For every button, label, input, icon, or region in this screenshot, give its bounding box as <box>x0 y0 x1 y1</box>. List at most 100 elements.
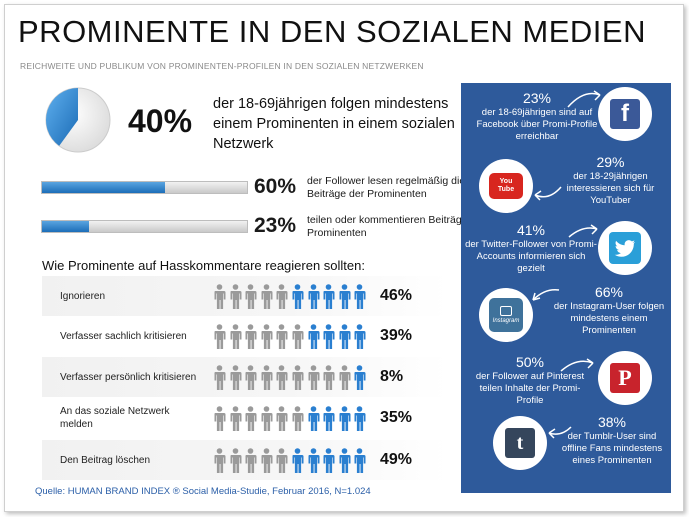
reaction-percent: 39% <box>380 327 413 344</box>
pinterest-text: der Follower auf Pinterest teilen Inhalt… <box>475 371 585 406</box>
pinterest-percent: 50% <box>515 354 545 370</box>
person-icon <box>261 324 273 349</box>
reaction-label: An das soziale Netzwerk melden <box>60 406 170 430</box>
pie-slice <box>45 88 78 146</box>
person-icon <box>214 324 226 349</box>
bar-track <box>41 220 248 233</box>
person-icons <box>213 365 373 391</box>
twitter-stat: 41% der Twitter-Follower von Promi-Accou… <box>465 221 597 275</box>
facebook-stat: 23% der 18-69jährigen sind auf Facebook … <box>473 89 601 143</box>
person-icon <box>308 406 320 431</box>
reaction-label: Den Beitrag löschen <box>60 454 151 466</box>
person-icon <box>339 324 351 349</box>
person-icon <box>323 448 335 473</box>
person-icon <box>245 448 257 473</box>
person-icon <box>308 448 320 473</box>
person-icon <box>276 448 288 473</box>
person-icon <box>261 448 273 473</box>
reaction-row: Den Beitrag löschen 49% <box>42 440 447 480</box>
page-title: PROMINENTE IN DEN SOZIALEN MEDIEN <box>18 14 646 49</box>
person-icon <box>214 448 226 473</box>
person-icons <box>213 284 373 310</box>
tumblr-percent: 38% <box>597 414 627 430</box>
facebook-circle: f <box>598 87 652 141</box>
person-icon <box>308 365 320 390</box>
person-icon <box>276 406 288 431</box>
youtube-percent: 29% <box>596 154 625 170</box>
person-icons <box>213 406 373 432</box>
person-icon <box>339 448 351 473</box>
person-icon <box>323 406 335 431</box>
twitter-circle <box>598 221 652 275</box>
pinterest-circle: P <box>598 351 652 405</box>
connector-arrow <box>548 426 572 439</box>
person-icon <box>354 448 366 473</box>
facebook-text: der 18-69jährigen sind auf Facebook über… <box>476 107 598 142</box>
tumblr-text: der Tumblr-User sind offline Fans mindes… <box>561 431 663 466</box>
person-icon <box>230 365 242 390</box>
person-icon <box>276 284 288 309</box>
facebook-icon: f <box>610 99 640 129</box>
person-icon <box>276 365 288 390</box>
page-subtitle: REICHWEITE UND PUBLIKUM VON PROMINENTEN-… <box>20 61 424 71</box>
reaction-label: Verfasser persönlich kritisieren <box>60 371 197 383</box>
person-icon <box>292 284 304 309</box>
person-icon <box>292 406 304 431</box>
person-icon <box>214 284 226 309</box>
person-icon <box>261 284 273 309</box>
headline-percent: 40% <box>128 103 193 139</box>
person-icon <box>214 365 226 390</box>
reaction-percent: 35% <box>380 409 413 426</box>
twitter-icon <box>609 232 641 264</box>
connector-arrow <box>567 90 601 108</box>
person-icon <box>323 365 335 390</box>
reaction-percent: 46% <box>380 287 413 304</box>
pinterest-icon: P <box>610 363 640 393</box>
tumblr-circle: t <box>493 416 547 470</box>
person-icon <box>354 324 366 349</box>
reaction-row: An das soziale Netzwerk melden 35% <box>42 398 447 438</box>
headline-pie-chart <box>44 86 112 154</box>
reactions-title: Wie Prominente auf Hasskommentare reagie… <box>42 258 365 273</box>
person-icon <box>308 324 320 349</box>
person-icon <box>245 324 257 349</box>
pinterest-stat: 50% der Follower auf Pinterest teilen In… <box>475 353 585 407</box>
headline-text: der 18-69jährigen folgen mindestens eine… <box>213 96 455 152</box>
youtube-text: der 18-29jährigen interessieren sich für… <box>566 171 655 206</box>
twitter-text: der Twitter-Follower von Promi-Accounts … <box>465 239 597 274</box>
person-icon <box>354 284 366 309</box>
person-icon <box>339 406 351 431</box>
person-icon <box>339 284 351 309</box>
reaction-row: Verfasser persönlich kritisieren 8% <box>42 357 447 397</box>
bar-percent: 60% <box>254 175 297 198</box>
person-icon <box>323 284 335 309</box>
bar-percent: 23% <box>254 214 297 237</box>
person-icon <box>230 324 242 349</box>
bar-text: teilen oder kommentieren Beiträge der Pr… <box>307 214 486 239</box>
person-icon <box>214 406 226 431</box>
connector-arrow <box>534 186 562 201</box>
reaction-row: Ignorieren 46% <box>42 276 447 316</box>
bar-fill <box>42 221 90 232</box>
person-icon <box>276 324 288 349</box>
tumblr-icon: t <box>505 428 535 458</box>
person-icon <box>323 324 335 349</box>
bar-track <box>41 181 248 194</box>
youtube-circle: You Tube <box>479 159 533 213</box>
connector-arrow <box>568 224 598 238</box>
person-icon <box>292 365 304 390</box>
person-icon <box>354 365 366 390</box>
person-icon <box>354 406 366 431</box>
person-icon <box>308 284 320 309</box>
instagram-text: der Instagram-User folgen mindestens ein… <box>553 301 665 336</box>
reaction-label: Ignorieren <box>60 290 106 302</box>
tumblr-stat: 38% der Tumblr-User sind offline Fans mi… <box>555 413 669 467</box>
instagram-percent: 66% <box>594 284 624 300</box>
reaction-label: Verfasser sachlich kritisieren <box>60 330 187 342</box>
reaction-percent: 8% <box>380 368 404 385</box>
connector-arrow <box>532 288 560 301</box>
source-note: Quelle: HUMAN BRAND INDEX ® Social Media… <box>35 486 371 497</box>
person-icon <box>245 284 257 309</box>
person-icon <box>230 448 242 473</box>
social-networks-panel: 23% der 18-69jährigen sind auf Facebook … <box>461 83 671 493</box>
